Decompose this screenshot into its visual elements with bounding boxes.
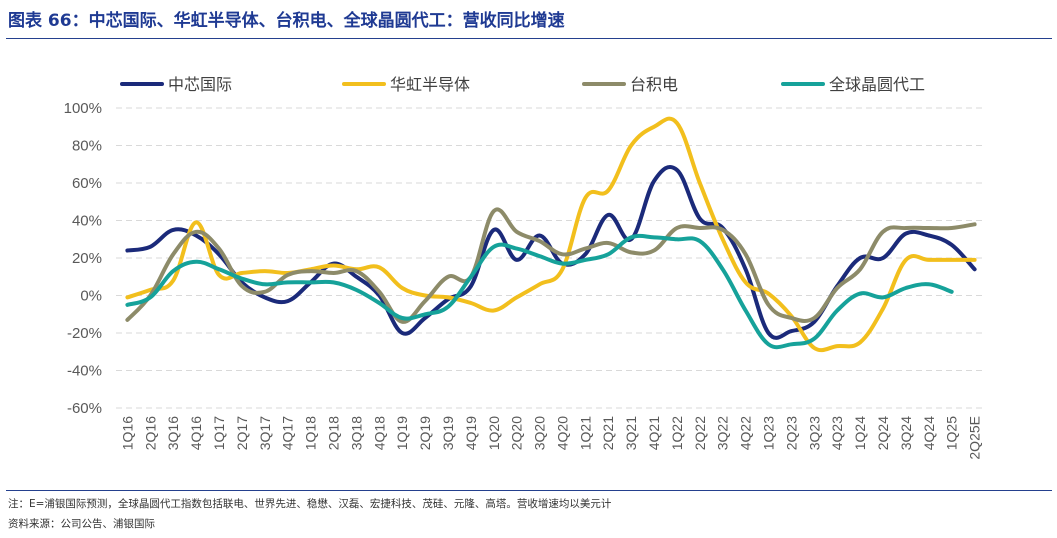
y-tick-label: 80% (72, 138, 102, 155)
x-tick-label: 2Q21 (600, 416, 616, 450)
x-tick-label: 3Q18 (348, 416, 364, 450)
x-tick-label: 1Q17 (211, 416, 227, 450)
x-tick-label: 4Q24 (921, 416, 937, 450)
series-line-3 (125, 207, 977, 324)
x-tick-label: 3Q22 (715, 416, 731, 450)
x-tick-label: 1Q24 (852, 416, 868, 450)
x-tick-label: 1Q16 (119, 416, 135, 450)
x-tick-label: 4Q18 (371, 416, 387, 450)
legend-label: 台积电 (630, 75, 678, 94)
gridlines (116, 107, 986, 409)
x-tick-label: 1Q25 (944, 416, 960, 450)
y-tick-label: -20% (67, 325, 102, 342)
x-tick-label: 2Q17 (234, 416, 250, 450)
x-tick-label: 2Q18 (326, 416, 342, 450)
x-tick-label: 3Q17 (257, 416, 273, 450)
y-tick-label: 100% (64, 100, 102, 117)
line-chart: 100% 80% 60% 40% 20% 0% -20% -40% -60% 1Q16 2Q16 3… (64, 75, 986, 460)
x-tick-label: 2Q23 (783, 416, 799, 450)
footnote: 注：E=浦银国际预测，全球晶圆代工指数包括联电、世界先进、稳懋、汉磊、宏捷科技、… (8, 498, 612, 510)
x-tick-label: 3Q24 (898, 416, 914, 450)
y-tick-label: 60% (72, 175, 102, 192)
x-tick-label: 4Q17 (280, 416, 296, 450)
x-tick-label: 1Q18 (303, 416, 319, 450)
series-line-1 (125, 165, 977, 340)
y-tick-label: 40% (72, 213, 102, 230)
footer-divider (6, 490, 1052, 491)
x-tick-label: 3Q21 (623, 416, 639, 450)
x-tick-label: 3Q16 (165, 416, 181, 450)
x-tick-label: 4Q23 (829, 416, 845, 450)
x-tick-label: 4Q20 (554, 416, 570, 450)
y-tick-label: -40% (67, 363, 102, 380)
x-tick-label: 4Q19 (463, 416, 479, 450)
x-tick-label: 1Q23 (761, 416, 777, 450)
y-axis-ticks: 100% 80% 60% 40% 20% 0% -20% -40% -60% (64, 100, 102, 417)
x-tick-label: 2Q16 (142, 416, 158, 450)
x-tick-label: 4Q21 (646, 416, 662, 450)
legend-label: 全球晶圆代工 (829, 75, 925, 94)
y-tick-label: 0% (80, 288, 102, 305)
x-tick-label: 2Q22 (692, 416, 708, 450)
x-tick-label: 2Q19 (417, 416, 433, 450)
x-tick-label: 1Q19 (394, 416, 410, 450)
x-tick-label: 4Q16 (188, 416, 204, 450)
source-note: 资料来源：公司公告、浦银国际 (8, 518, 155, 530)
y-tick-label: -60% (67, 400, 102, 417)
x-tick-label: 4Q22 (738, 416, 754, 450)
x-axis-ticks: 1Q16 2Q16 3Q16 4Q16 1Q17 2Q17 3Q17 4Q17 1Q18 2Q18… (119, 416, 982, 460)
y-tick-label: 20% (72, 250, 102, 267)
legend: 中芯国际 华虹半导体 台积电 全球晶圆代工 (120, 75, 925, 94)
series-line-2 (125, 116, 977, 353)
x-tick-label: 3Q20 (532, 416, 548, 450)
series-line-4 (125, 233, 954, 350)
x-tick-label: 3Q19 (440, 416, 456, 450)
title-divider (6, 38, 1052, 39)
figure-title: 图表 66：中芯国际、华虹半导体、台积电、全球晶圆代工：营收同比增速 (8, 11, 565, 31)
x-tick-label: 3Q23 (806, 416, 822, 450)
x-tick-label: 2Q20 (509, 416, 525, 450)
series-lines (125, 116, 977, 353)
x-tick-label: 2Q25E (967, 416, 983, 460)
legend-label: 华虹半导体 (390, 75, 470, 94)
x-tick-label: 1Q20 (486, 416, 502, 450)
x-tick-label: 1Q22 (669, 416, 685, 450)
legend-label: 中芯国际 (168, 75, 232, 94)
x-tick-label: 1Q21 (577, 416, 593, 450)
x-tick-label: 2Q24 (875, 416, 891, 450)
